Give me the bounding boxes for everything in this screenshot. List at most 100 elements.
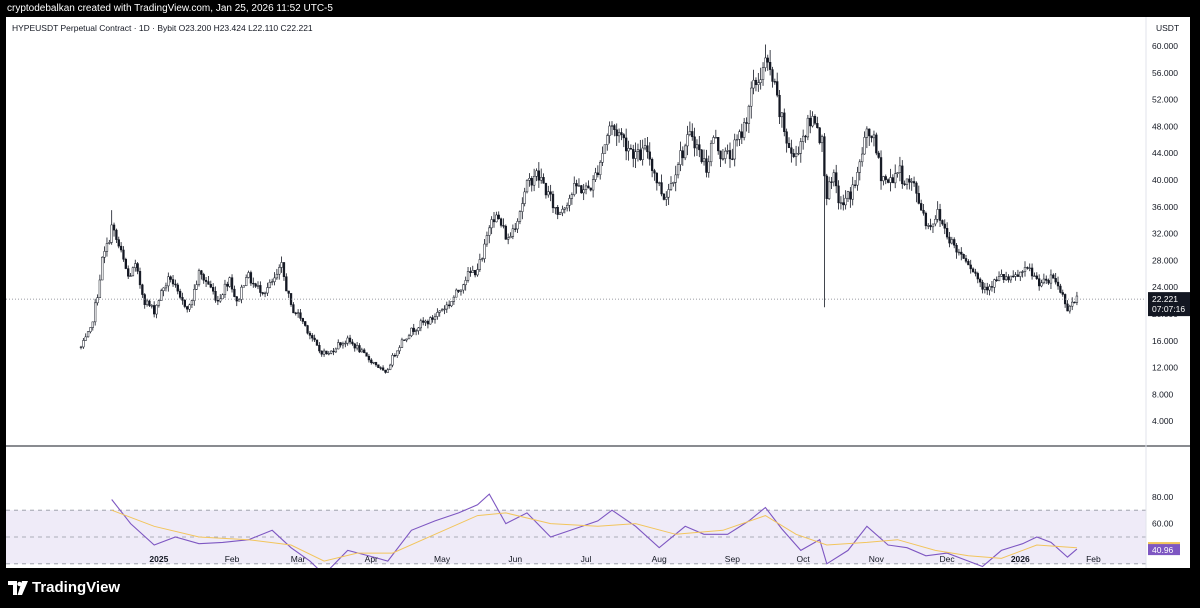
- candle-body: [851, 184, 854, 200]
- candle-body: [754, 79, 758, 86]
- candle-body: [1004, 276, 1008, 280]
- candle-body: [601, 153, 604, 163]
- candle-body: [643, 145, 647, 149]
- candle-body: [561, 208, 564, 214]
- candle-body: [766, 57, 769, 63]
- candle-body: [372, 362, 375, 364]
- candle-body: [641, 147, 644, 160]
- candle-body: [684, 145, 687, 159]
- candle-body: [466, 271, 470, 281]
- candle-body: [837, 185, 840, 204]
- candle-body: [280, 262, 283, 268]
- candle-body: [981, 281, 984, 290]
- candle-body: [842, 202, 845, 206]
- candle-body: [457, 289, 460, 292]
- candle-body: [367, 356, 371, 361]
- candle-body: [912, 181, 916, 184]
- candle-body: [455, 289, 458, 298]
- candle-body: [731, 158, 734, 160]
- candle-body: [1061, 292, 1064, 295]
- candle-body: [540, 177, 543, 181]
- candle-body: [693, 136, 696, 149]
- candle-body: [370, 359, 373, 363]
- candle-body: [1049, 274, 1053, 284]
- candle-body: [955, 244, 958, 253]
- brand-name: TradingView: [32, 579, 121, 596]
- candle-body: [497, 214, 500, 219]
- candle-body: [374, 362, 378, 366]
- chart-panel[interactable]: HYPEUSDT Perpetual Contract · 1D · Bybit…: [6, 17, 1190, 568]
- candle-body: [983, 286, 987, 290]
- candle-body: [492, 219, 496, 223]
- candle-body: [1000, 274, 1003, 277]
- candle-body: [551, 193, 555, 209]
- candle-body: [721, 158, 725, 160]
- candle-body: [410, 327, 413, 337]
- candle-body: [299, 312, 302, 319]
- price-tick-label: 40.000: [1152, 175, 1178, 185]
- candle-body: [186, 306, 189, 310]
- candle-body: [681, 150, 684, 159]
- candle-body: [679, 150, 682, 165]
- candle-body: [138, 271, 142, 286]
- candle-body: [717, 137, 720, 152]
- price-tick-label: 44.000: [1152, 148, 1178, 158]
- candle-body: [230, 277, 234, 290]
- candle-body: [174, 283, 177, 286]
- candle-body: [986, 286, 989, 291]
- candle-body: [237, 299, 241, 302]
- candle-body: [296, 312, 300, 314]
- candle-body: [778, 94, 781, 118]
- chart-canvas[interactable]: HYPEUSDT Perpetual Contract · 1D · Bybit…: [6, 17, 1190, 568]
- candle-body: [658, 182, 661, 184]
- candle-body: [830, 181, 833, 183]
- candle-body: [596, 172, 599, 176]
- candle-body: [391, 354, 394, 366]
- candle-body: [339, 342, 342, 346]
- candle-body: [967, 261, 970, 266]
- candle-body: [620, 132, 623, 135]
- candle-body: [525, 180, 529, 193]
- candle-body: [266, 287, 269, 294]
- rsi-line: [111, 493, 1078, 568]
- candle-body: [740, 131, 743, 138]
- rsi-tick-label: 60.00: [1152, 519, 1174, 529]
- candle-body: [301, 318, 304, 322]
- candle-body: [136, 263, 139, 272]
- candle-body: [134, 263, 137, 269]
- candle-body: [563, 207, 566, 210]
- candle-body: [547, 191, 550, 196]
- candle-body: [863, 137, 866, 155]
- candle-body: [287, 290, 290, 294]
- candle-body: [353, 343, 356, 349]
- candle-body: [960, 251, 963, 255]
- candle-body: [320, 350, 323, 355]
- candle-body: [917, 193, 920, 204]
- rsi-value: 40.96: [1152, 545, 1174, 555]
- candle-body: [785, 131, 788, 144]
- candle-body: [103, 251, 106, 258]
- candle-body: [712, 137, 715, 144]
- candle-body: [384, 369, 387, 373]
- candle-body: [176, 284, 179, 292]
- candle-body: [868, 128, 871, 137]
- candle-body: [724, 150, 727, 159]
- candle-body: [322, 350, 326, 355]
- candle-body: [726, 150, 729, 152]
- candle-body: [1038, 278, 1041, 287]
- candle-body: [757, 82, 760, 86]
- candle-body: [811, 116, 814, 127]
- candle-body: [802, 135, 805, 142]
- candle-body: [122, 249, 125, 260]
- candle-body: [835, 172, 838, 187]
- last-price-value: 22.221: [1152, 294, 1178, 304]
- candle-body: [627, 148, 630, 152]
- candle-body: [764, 57, 767, 68]
- candle-body: [86, 331, 90, 338]
- time-tick-label: Feb: [1086, 554, 1101, 564]
- candle-body: [573, 183, 576, 195]
- candle-body: [365, 352, 368, 357]
- candle-body: [558, 212, 562, 215]
- candle-body: [997, 276, 1001, 281]
- candle-body: [849, 191, 852, 200]
